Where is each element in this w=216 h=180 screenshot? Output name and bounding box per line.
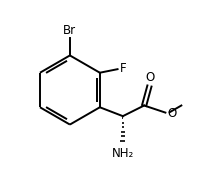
Text: NH₂: NH₂	[112, 147, 134, 160]
Text: F: F	[120, 62, 127, 75]
Text: O: O	[146, 71, 155, 84]
Text: O: O	[168, 107, 177, 120]
Text: Br: Br	[63, 24, 76, 37]
